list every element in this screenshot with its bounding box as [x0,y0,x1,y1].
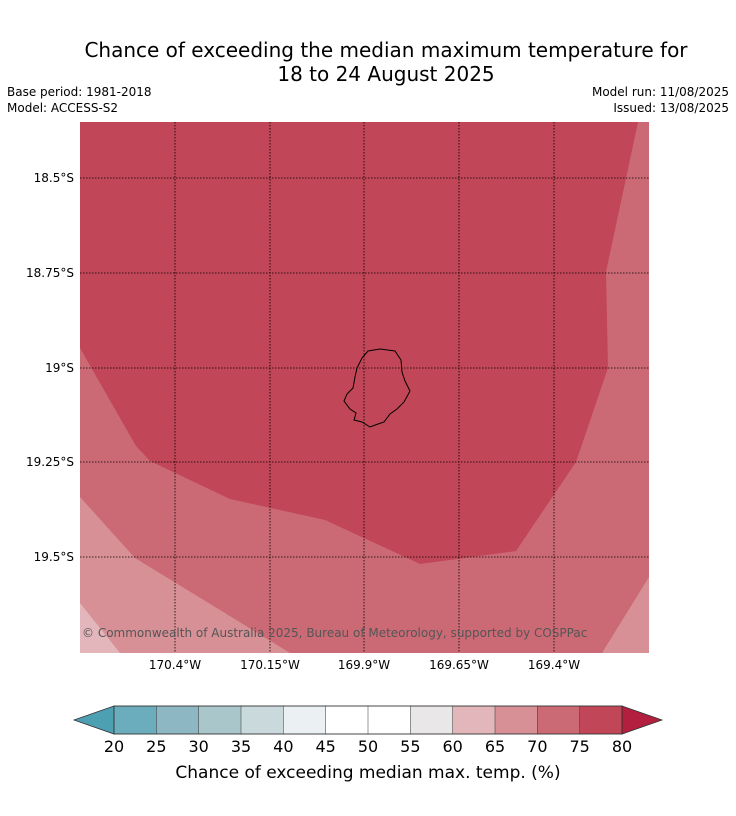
colorbar-segment-8 [410,705,454,735]
lat-tick-labels: 18.5°S 18.75°S 19°S 19.25°S 19.5°S [26,171,74,564]
lon-tick-5: 169.4°W [528,658,580,672]
colorbar-segment-4 [240,705,285,735]
colorbar-segment-5 [283,705,327,735]
island-coastline [343,348,411,428]
lon-tick-4: 169.65°W [429,658,489,672]
lat-tick-2: 18.75°S [26,266,74,280]
meta-left: Base period: 1981-2018 Model: ACCESS-S2 [7,84,152,116]
colorbar-tick-20: 20 [104,737,124,756]
colorbar-segment-7 [367,705,412,735]
colorbar-tick-75: 75 [569,737,589,756]
meta-right: Model run: 11/08/2025 Issued: 13/08/2025 [592,84,729,116]
colorbar-tick-70: 70 [527,737,547,756]
colorbar-segment-9 [452,705,496,735]
lat-tick-5: 19.5°S [34,550,74,564]
model-text: Model: ACCESS-S2 [7,101,119,115]
colorbar-tick-40: 40 [273,737,293,756]
colorbar-outline [113,705,623,735]
model-run-text: Model run: 11/08/2025 [591,85,729,99]
colorbar-under-arrow [72,705,115,735]
colorbar-segments [113,705,623,735]
lon-tick-2: 170.15°W [240,658,300,672]
colorbar: 20 25 30 35 40 45 50 55 60 65 70 75 80 Chance of exc… [72,705,664,783]
colorbar-segment-1 [113,705,158,735]
lat-tick-1: 18.5°S [34,171,74,185]
colorbar-tick-50: 50 [358,737,378,756]
colorbar-tick-65: 65 [485,737,505,756]
colorbar-segment-3 [198,705,242,735]
gridlines [80,122,649,653]
lat-tick-4: 19.25°S [26,455,74,469]
colorbar-label: Chance of exceeding median max. temp. (%… [175,763,560,783]
title-line-2: 18 to 24 August 2025 [277,62,495,86]
lon-tick-labels: 170.4°W 170.15°W 169.9°W 169.65°W 169.4°… [149,658,580,672]
lat-tick-3: 19°S [45,361,74,375]
lon-tick-1: 170.4°W [149,658,201,672]
region-75-80 [80,122,638,564]
colorbar-segment-10 [494,705,539,735]
lon-tick-3: 169.9°W [338,658,390,672]
copyright-text: © Commonwealth of Australia 2025, Bureau… [82,626,587,640]
colorbar-tick-60: 60 [442,737,462,756]
colorbar-segment-11 [537,705,581,735]
title-line-1: Chance of exceeding the median maximum t… [84,38,688,62]
colorbar-tick-35: 35 [231,737,251,756]
colorbar-tick-80: 80 [612,737,632,756]
colorbar-over-arrow [621,705,664,735]
map-frame: © Commonwealth of Australia 2025, Bureau… [80,122,649,653]
colorbar-segment-12 [579,705,623,735]
colorbar-tick-55: 55 [400,737,420,756]
issued-text: Issued: 13/08/2025 [613,101,729,115]
colorbar-tick-labels: 20 25 30 35 40 45 50 55 60 65 70 75 80 [104,737,632,756]
colorbar-segment-2 [156,705,200,735]
colorbar-segment-6 [325,705,369,735]
map-title: Chance of exceeding the median maximum t… [0,38,736,86]
colorbar-tick-45: 45 [315,737,335,756]
base-period-text: Base period: 1981-2018 [7,85,152,99]
colorbar-tick-25: 25 [146,737,166,756]
colorbar-tick-30: 30 [188,737,208,756]
